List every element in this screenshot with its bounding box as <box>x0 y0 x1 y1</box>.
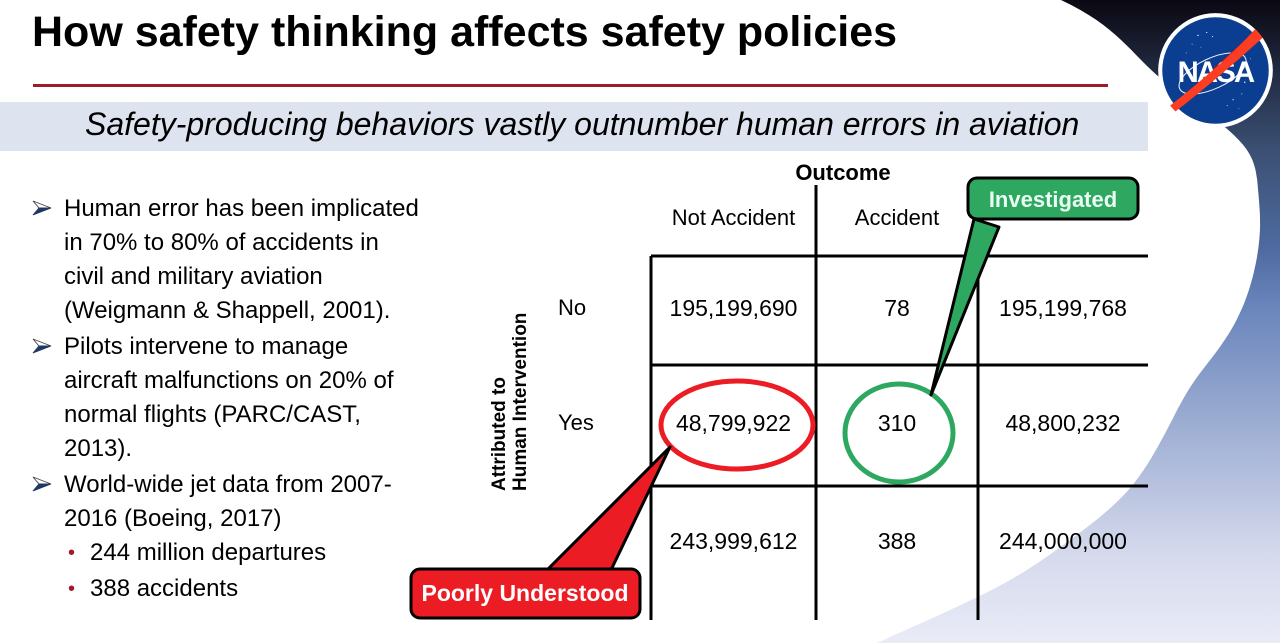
svg-text:Poorly Understood: Poorly Understood <box>421 580 628 606</box>
